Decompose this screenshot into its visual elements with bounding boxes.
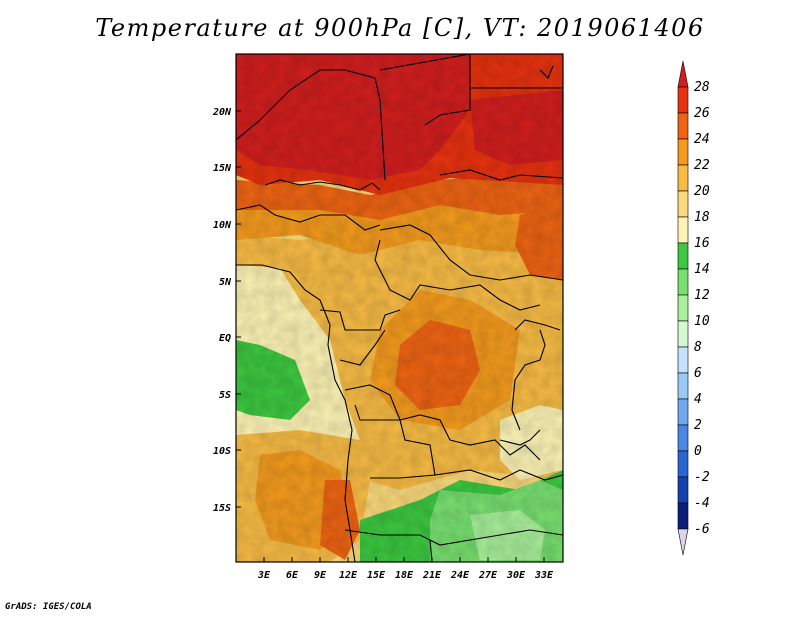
- colorbar-top-arrow: [677, 60, 689, 88]
- colorbar-swatch: [677, 398, 689, 426]
- colorbar-label-12: 12: [694, 288, 710, 303]
- lat-label-20n: 20N: [212, 107, 232, 118]
- colorbar-swatch: [677, 346, 689, 374]
- colorbar-label-10: 10: [694, 314, 710, 329]
- colorbar-labels: 28 26 24 22 20 18 16 14 12 10 8 6 4 2 0 …: [694, 80, 710, 537]
- colorbar-label-4: 4: [694, 392, 702, 407]
- colorbar-label-22: 22: [694, 158, 710, 173]
- colorbar-label-20: 20: [694, 184, 710, 199]
- lat-label-10s: 10S: [213, 446, 231, 457]
- colorbar-label-minus-4: -4: [694, 496, 710, 511]
- lon-label-30e: 30E: [506, 570, 526, 581]
- colorbar-swatches: [677, 60, 689, 556]
- lon-label-3e: 3E: [257, 570, 271, 581]
- colorbar-swatch: [677, 294, 689, 322]
- lat-label-eq: EQ: [219, 333, 231, 344]
- lat-label-15s: 15S: [213, 503, 231, 514]
- colorbar-bottom-arrow: [677, 528, 689, 556]
- colorbar-swatch: [677, 112, 689, 140]
- grads-credit: GrADS: IGES/COLA: [5, 602, 92, 612]
- colorbar-label-16: 16: [694, 236, 710, 251]
- temperature-field: [236, 54, 563, 562]
- colorbar-label-18: 18: [694, 210, 710, 225]
- lon-label-18e: 18E: [395, 570, 414, 581]
- colorbar-swatch: [677, 502, 689, 530]
- lon-label-12e: 12E: [339, 570, 358, 581]
- colorbar-swatch: [677, 320, 689, 348]
- map-title: Temperature at 900hPa [C], VT: 201906140…: [95, 14, 705, 42]
- colorbar-label-24: 24: [694, 132, 710, 147]
- colorbar-swatch: [677, 164, 689, 192]
- colorbar-swatch: [677, 476, 689, 504]
- colorbar-swatch: [677, 86, 689, 114]
- lat-label-15n: 15N: [213, 163, 232, 174]
- map-frame: [235, 53, 564, 563]
- colorbar-label-14: 14: [694, 262, 710, 277]
- colorbar-swatch: [677, 138, 689, 166]
- colorbar-label-6: 6: [694, 366, 702, 381]
- colorbar-label-minus-6: -6: [694, 522, 710, 537]
- colorbar-swatch: [677, 190, 689, 218]
- colorbar-swatch: [677, 450, 689, 478]
- lon-label-33e: 33E: [534, 570, 554, 581]
- lon-label-21e: 21E: [422, 570, 442, 581]
- lon-label-6e: 6E: [286, 570, 299, 581]
- lat-label-10n: 10N: [213, 220, 232, 231]
- colorbar-swatch: [677, 372, 689, 400]
- longitude-axis: 3E 6E 9E 12E 15E 18E 21E 24E 27E 30E 33E: [257, 557, 554, 581]
- lat-label-5s: 5S: [219, 390, 231, 401]
- latitude-axis: 20N 15N 10N 5N EQ 5S 10S 15S: [212, 107, 241, 514]
- colorbar-swatch: [677, 268, 689, 296]
- lon-label-9e: 9E: [314, 570, 327, 581]
- lon-label-24e: 24E: [450, 570, 470, 581]
- colorbar-label-0: 0: [694, 444, 702, 459]
- colorbar-label-8: 8: [694, 340, 702, 355]
- lat-label-5n: 5N: [219, 277, 232, 288]
- lon-label-15e: 15E: [367, 570, 386, 581]
- colorbar: 28 26 24 22 20 18 16 14 12 10 8 6 4 2 0 …: [677, 60, 710, 556]
- colorbar-swatch: [677, 424, 689, 452]
- colorbar-swatch: [677, 242, 689, 270]
- colorbar-swatch: [677, 216, 689, 244]
- colorbar-label-2: 2: [694, 418, 702, 433]
- colorbar-label-minus-2: -2: [694, 470, 710, 485]
- colorbar-label-28: 28: [694, 80, 710, 95]
- colorbar-label-26: 26: [694, 106, 710, 121]
- country-borders: [236, 54, 563, 562]
- lon-label-27e: 27E: [478, 570, 498, 581]
